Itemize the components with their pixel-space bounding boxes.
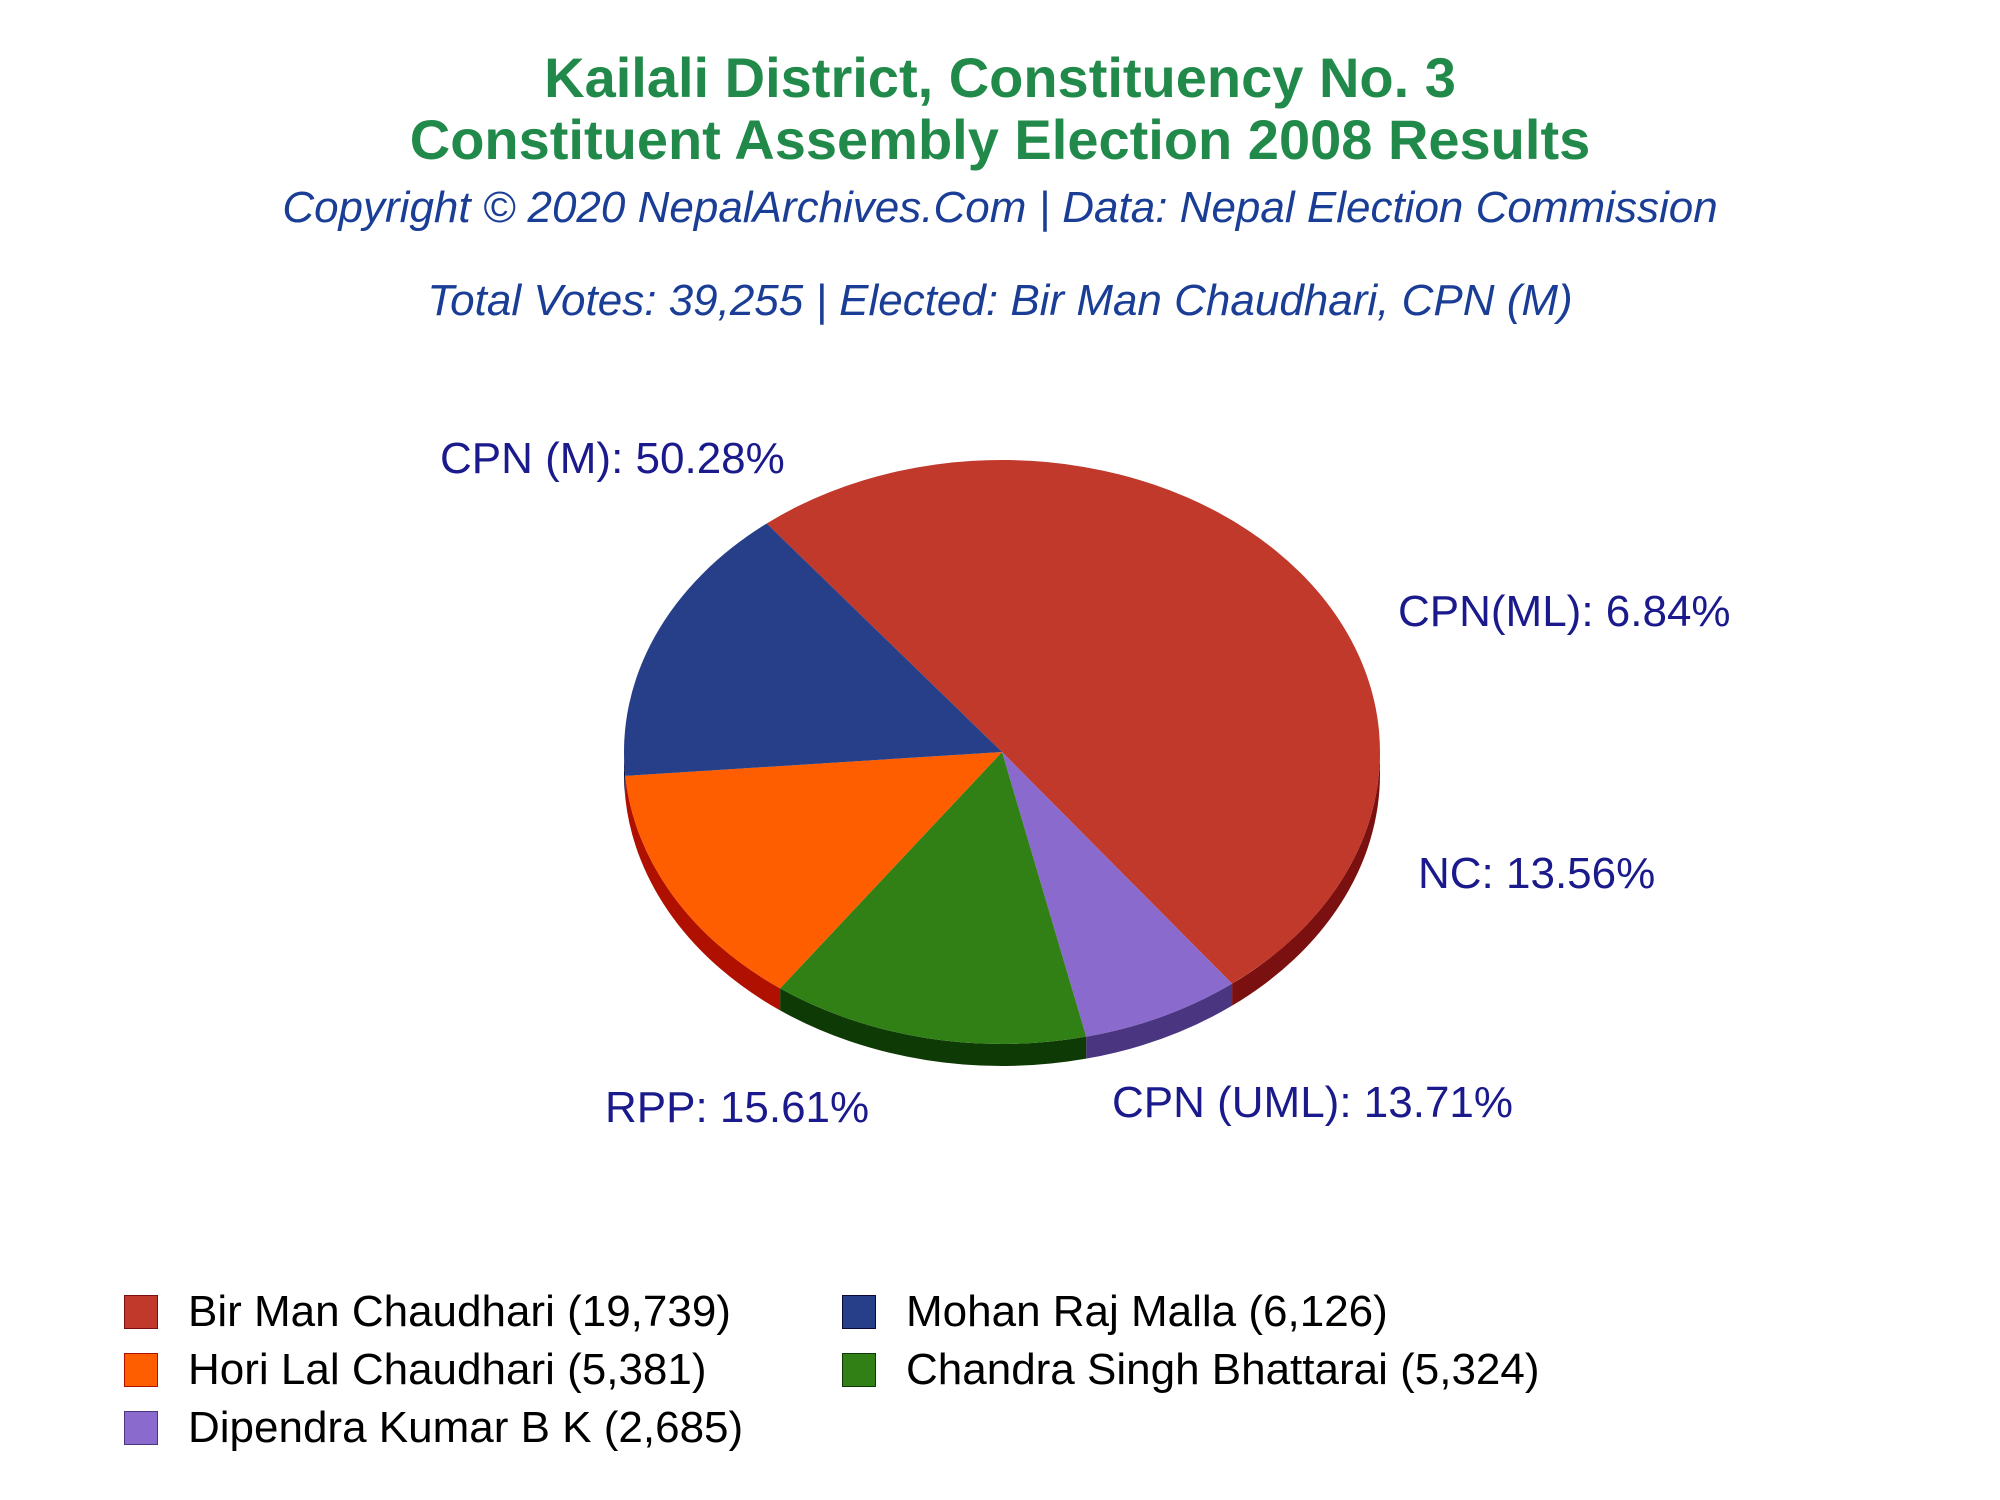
slice-label-cpn-uml-: CPN (UML): 13.71% bbox=[1112, 1078, 1513, 1127]
legend-label: Hori Lal Chaudhari (5,381) bbox=[188, 1345, 707, 1394]
legend-swatch bbox=[124, 1411, 158, 1445]
pie-side-cpn-uml- bbox=[625, 775, 781, 1011]
legend-label: Bir Man Chaudhari (19,739) bbox=[188, 1287, 731, 1336]
pie-slice-cpn-m- bbox=[766, 460, 1380, 984]
slice-label-cpn-m-: CPN (M): 50.28% bbox=[440, 434, 785, 483]
chart-title-line1: Kailali District, Constituency No. 3 bbox=[544, 46, 1456, 109]
copyright-line: Copyright © 2020 NepalArchives.Com | Dat… bbox=[282, 183, 1718, 232]
chart-title-line2: Constituent Assembly Election 2008 Resul… bbox=[409, 108, 1591, 171]
pie-side-nc bbox=[780, 988, 1087, 1066]
legend-swatch bbox=[842, 1353, 876, 1387]
slice-label-rpp: RPP: 15.61% bbox=[605, 1083, 869, 1132]
legend-label: Chandra Singh Bhattarai (5,324) bbox=[906, 1345, 1540, 1394]
legend-swatch bbox=[124, 1353, 158, 1387]
summary-line: Total Votes: 39,255 | Elected: Bir Man C… bbox=[427, 276, 1573, 325]
pie-slice-nc bbox=[780, 752, 1087, 1044]
slice-label-nc: NC: 13.56% bbox=[1418, 849, 1655, 898]
pie-slice-cpn-ml- bbox=[1002, 752, 1233, 1037]
legend-item: Chandra Singh Bhattarai (5,324) bbox=[842, 1343, 1540, 1397]
slice-label-cpn-ml-: CPN(ML): 6.84% bbox=[1398, 587, 1731, 636]
pie-side-cpn-m- bbox=[1232, 752, 1380, 1006]
legend-label: Dipendra Kumar B K (2,685) bbox=[188, 1403, 744, 1452]
pie-slice-cpn-uml- bbox=[625, 752, 1002, 989]
legend-item: Hori Lal Chaudhari (5,381) bbox=[124, 1343, 707, 1397]
legend-item: Mohan Raj Malla (6,126) bbox=[842, 1285, 1388, 1339]
legend-item: Bir Man Chaudhari (19,739) bbox=[124, 1285, 731, 1339]
legend-item: Dipendra Kumar B K (2,685) bbox=[124, 1401, 743, 1455]
legend-swatch bbox=[124, 1295, 158, 1329]
pie-side-rpp bbox=[624, 752, 626, 798]
legend-swatch bbox=[842, 1295, 876, 1329]
legend-label: Mohan Raj Malla (6,126) bbox=[906, 1287, 1388, 1336]
pie-slice-rpp bbox=[623, 523, 1002, 776]
pie-side-cpn-ml- bbox=[1086, 983, 1233, 1059]
